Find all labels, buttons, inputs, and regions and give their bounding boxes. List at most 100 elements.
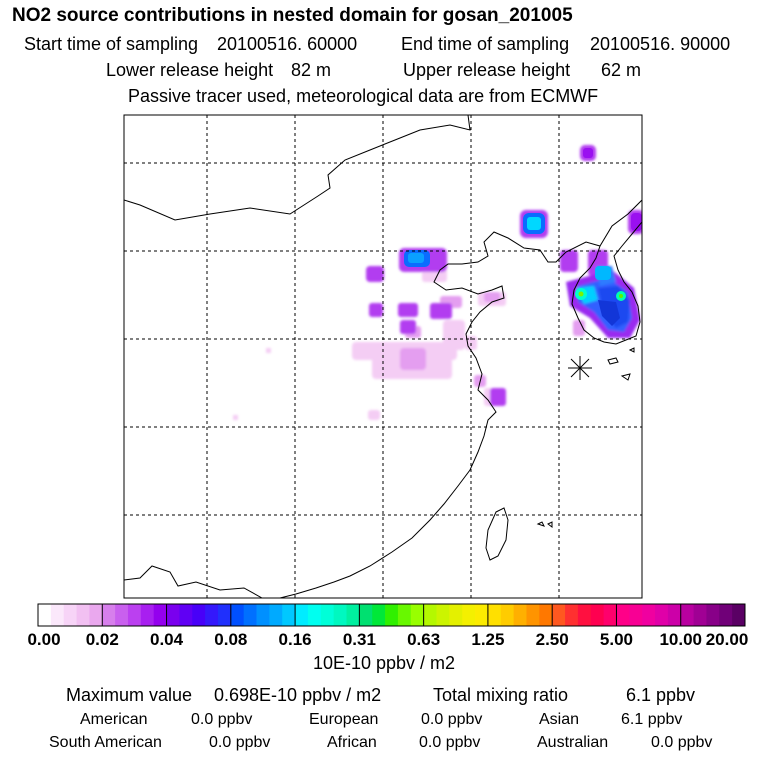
colorbar-swatch	[706, 604, 720, 626]
colorbar-tick-label: 0.16	[278, 630, 312, 649]
colorbar-swatch	[539, 604, 553, 626]
end-time-label: End time of sampling	[401, 34, 570, 54]
receptor-star-icon	[568, 356, 592, 380]
colorbar-swatch	[513, 604, 527, 626]
colorbar-tick-label: 0.63	[407, 630, 441, 649]
colorbar-tick-label: 10.00	[659, 630, 702, 649]
colorbar	[37, 603, 746, 627]
colorbar-swatch	[526, 604, 540, 626]
colorbar-swatch	[590, 604, 604, 626]
region-value: 0.0 ppbv	[421, 711, 483, 728]
lower-height-label: Lower release height	[106, 60, 274, 80]
faint-plume	[233, 268, 506, 420]
upper-height-label: Upper release height	[403, 60, 571, 80]
colorbar-swatch	[50, 604, 65, 626]
colorbar-swatch	[269, 604, 283, 626]
colorbar-swatch	[629, 604, 643, 626]
colorbar-swatch	[179, 604, 193, 626]
lat-lon-grid	[124, 115, 642, 598]
colorbar-swatch	[140, 604, 155, 626]
start-time-label: Start time of sampling	[24, 34, 199, 54]
colorbar-tick-label: 0.00	[27, 630, 61, 649]
tracer-note: Passive tracer used, meteorological data…	[128, 86, 599, 106]
colorbar-swatch	[385, 604, 399, 626]
region-value: 0.0 ppbv	[419, 734, 481, 751]
region-name: European	[309, 711, 379, 728]
colorbar-swatch	[320, 604, 335, 626]
colorbar-swatch	[359, 604, 373, 626]
region-name: American	[80, 711, 148, 728]
colorbar-swatch	[732, 604, 746, 626]
colorbar-swatch	[655, 604, 669, 626]
region-name: African	[327, 734, 377, 751]
colorbar-swatch	[89, 604, 103, 626]
colorbar-tick-label: 2.50	[535, 630, 569, 649]
region-value: 6.1 ppbv	[621, 711, 683, 728]
lower-height-value: 82 m	[291, 60, 332, 80]
concentration-field	[233, 145, 642, 420]
total-mixing-label: Total mixing ratio	[433, 685, 569, 705]
colorbar-swatch	[256, 604, 270, 626]
colorbar-swatch	[127, 604, 142, 626]
colorbar-tick-label: 1.25	[471, 630, 505, 649]
region-name: Asian	[539, 711, 580, 728]
colorbar-swatch	[38, 604, 52, 626]
colorbar-swatch	[436, 604, 450, 626]
colorbar-swatch	[282, 604, 296, 626]
colorbar-swatch	[243, 604, 257, 626]
colorbar-swatch	[719, 604, 733, 626]
colorbar-tick-label: 20.00	[705, 630, 749, 649]
colorbar-swatch	[166, 604, 180, 626]
colorbar-swatch	[577, 604, 592, 626]
colorbar-swatch	[307, 604, 322, 626]
region-value: 0.0 ppbv	[209, 734, 271, 751]
colorbar-tick-label: 0.31	[342, 630, 376, 649]
map-title: NO2 source contributions in nested domai…	[12, 5, 573, 26]
colorbar-swatch	[693, 604, 707, 626]
colorbar-tick-label: 0.08	[214, 630, 248, 649]
region-name: South American	[49, 734, 162, 751]
colorbar-swatch	[680, 604, 694, 626]
colorbar-swatch	[205, 604, 219, 626]
colorbar-swatch	[372, 604, 386, 626]
colorbar-swatch	[76, 604, 90, 626]
colorbar-swatch	[642, 604, 656, 626]
colorbar-swatch	[449, 604, 463, 626]
colorbar-tick-label: 5.00	[599, 630, 633, 649]
colorbar-swatch	[115, 604, 129, 626]
colorbar-tick-label: 0.02	[85, 630, 119, 649]
colorbar-swatch	[63, 604, 77, 626]
colorbar-swatch	[410, 604, 425, 626]
map-canvas	[124, 115, 642, 598]
colorbar-swatch	[346, 604, 360, 626]
start-time-value: 20100516. 60000	[217, 34, 358, 54]
region-value: 0.0 ppbv	[651, 734, 713, 751]
colorbar-swatch	[230, 604, 245, 626]
colorbar-swatch	[616, 604, 630, 626]
colorbar-swatch	[333, 604, 347, 626]
coastlines	[124, 115, 642, 598]
max-value-label: Maximum value	[66, 685, 193, 705]
colorbar-swatch	[423, 604, 437, 626]
colorbar-swatch	[487, 604, 502, 626]
total-mixing-value: 6.1 ppbv	[626, 685, 696, 705]
colorbar-tick-label: 0.04	[149, 630, 184, 649]
plume-cores	[404, 148, 642, 326]
colorbar-swatch	[565, 604, 579, 626]
colorbar-swatch	[102, 604, 116, 626]
colorbar-swatch	[603, 604, 617, 626]
colorbar-swatch	[397, 604, 412, 626]
colorbar-swatch	[153, 604, 167, 626]
colorbar-unit: 10E-10 ppbv / m2	[312, 653, 456, 673]
colorbar-swatch	[475, 604, 489, 626]
region-value: 0.0 ppbv	[191, 711, 253, 728]
max-value: 0.698E-10 ppbv / m2	[214, 685, 382, 705]
map-frame	[123, 114, 643, 599]
end-time-value: 20100516. 90000	[590, 34, 731, 54]
colorbar-swatch	[552, 604, 566, 626]
colorbar-swatch	[462, 604, 476, 626]
region-name: Australian	[537, 734, 609, 751]
colorbar-frame	[37, 603, 746, 627]
upper-height-value: 62 m	[601, 60, 642, 80]
